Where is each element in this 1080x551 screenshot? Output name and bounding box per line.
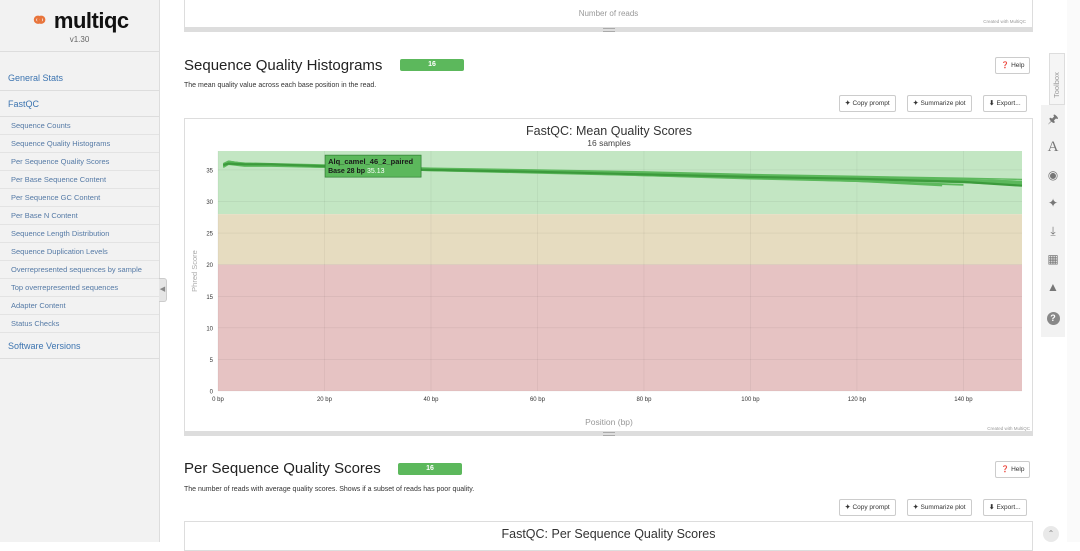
- sidebar-item-sequence-counts[interactable]: Sequence Counts: [0, 117, 159, 135]
- x-tick-label: 140 bp: [954, 397, 973, 403]
- scroll-to-top-button[interactable]: ⌃: [1043, 526, 1059, 542]
- sidebar-item-overrepresented-by-sample[interactable]: Overrepresented sequences by sample: [0, 261, 159, 279]
- tooltip-label: Base 28 bp: [328, 168, 365, 175]
- mean-quality-chart[interactable]: FastQC: Mean Quality Scores 16 samples 0…: [185, 119, 1034, 437]
- tooltip-value: 35.13: [367, 168, 385, 175]
- summarize-plot-button[interactable]: ✦ Summarize plot: [907, 95, 972, 112]
- band-warn: [218, 214, 1022, 265]
- question-badge: ?: [1046, 312, 1060, 325]
- question-icon[interactable]: ?: [1041, 305, 1065, 329]
- sidebar-item-general-stats[interactable]: General Stats: [0, 65, 159, 91]
- logo[interactable]: ⚭ multiqc v1.30: [0, 0, 159, 52]
- eye-icon[interactable]: ◉: [1047, 168, 1059, 182]
- y-tick-label: 25: [206, 232, 213, 238]
- page-scrollbar[interactable]: [1067, 0, 1080, 542]
- x-tick-label: 120 bp: [848, 397, 867, 403]
- chart-resize-handle[interactable]: [185, 431, 1032, 436]
- tooltip-value-line: Base 28 bp 35.13: [328, 168, 385, 175]
- chart-xlabel: Position (bp): [585, 417, 633, 427]
- download-icon: ⬇: [989, 504, 995, 511]
- toolbox-tab[interactable]: Toolbox: [1049, 53, 1065, 105]
- chart-title: FastQC: Mean Quality Scores: [526, 124, 692, 138]
- toolbox-label: Toolbox: [1052, 72, 1061, 98]
- main-content: Number of reads Created with MultiQC Seq…: [175, 0, 1045, 551]
- sidebar-item-top-overrepresented[interactable]: Top overrepresented sequences: [0, 279, 159, 297]
- y-tick-label: 10: [206, 326, 213, 332]
- save-icon[interactable]: ▦: [1047, 252, 1059, 266]
- x-tick-label: 60 bp: [530, 397, 546, 403]
- help-button-2[interactable]: ❓ Help: [995, 461, 1031, 478]
- x-tick-label: 20 bp: [317, 397, 333, 403]
- toolbox: 🖈 A ◉ ✦ ⤓ ▦ ▲ ?: [1041, 105, 1065, 337]
- sidebar-collapse-handle[interactable]: ◀: [159, 278, 167, 302]
- x-tick-label: 80 bp: [636, 397, 652, 403]
- tooltip-box: [324, 154, 422, 178]
- download-icon: ⬇: [989, 100, 995, 107]
- highlighted-series-line: [223, 162, 1023, 187]
- graduation-cap-icon[interactable]: ▲: [1047, 280, 1059, 294]
- sidebar-item-sequence-length-distribution[interactable]: Sequence Length Distribution: [0, 225, 159, 243]
- export-button-2[interactable]: ⬇ Export...: [983, 499, 1027, 516]
- per-sequence-quality-plot-frame: FastQC: Per Sequence Quality Scores: [184, 521, 1033, 551]
- chevron-left-icon: ◀: [159, 286, 166, 293]
- previous-plot-credit: Created with MultiQC: [983, 19, 1026, 24]
- x-tick-label: 40 bp: [423, 397, 439, 403]
- section-title-sequence-quality-histograms: Sequence Quality Histograms: [184, 57, 383, 74]
- sidebar-item-sequence-quality-histograms[interactable]: Sequence Quality Histograms: [0, 135, 159, 153]
- chart-tooltip: Alq_camel_46_2_paired Base 28 bp 35.13: [324, 154, 422, 178]
- brand-name: ⚭ multiqc: [30, 8, 129, 33]
- y-tick-label: 30: [206, 200, 213, 206]
- sidebar: ⚭ multiqc v1.30 General Stats FastQC Seq…: [0, 0, 160, 542]
- y-tick-label: 20: [206, 263, 213, 269]
- chart-ylabel: Phred Score: [190, 250, 199, 292]
- sidebar-item-per-sequence-gc-content[interactable]: Per Sequence GC Content: [0, 189, 159, 207]
- question-circle-icon: ❓: [1001, 466, 1010, 473]
- sidebar-item-per-sequence-quality-scores[interactable]: Per Sequence Quality Scores: [0, 153, 159, 171]
- tooltip-sample: Alq_camel_46_2_paired: [328, 157, 413, 166]
- copy-prompt-button-2[interactable]: ✦ Copy prompt: [839, 499, 896, 516]
- version-label: v1.30: [69, 35, 90, 44]
- sample-count-badge[interactable]: 16: [400, 59, 464, 71]
- y-tick-label: 15: [206, 295, 213, 301]
- sidebar-item-sequence-duplication-levels[interactable]: Sequence Duplication Levels: [0, 243, 159, 261]
- sparkle-icon: ✦: [913, 100, 919, 107]
- previous-plot-resize-handle[interactable]: [185, 27, 1032, 32]
- copy-prompt-button[interactable]: ✦ Copy prompt: [839, 95, 896, 112]
- download-icon[interactable]: ⤓: [1050, 224, 1056, 238]
- font-icon[interactable]: A: [1047, 139, 1059, 155]
- section-description: The mean quality value across each base …: [184, 82, 377, 89]
- x-tick-label: 0 bp: [212, 397, 224, 403]
- chart-credit: Created with MultiQC: [987, 426, 1031, 431]
- sidebar-item-fastqc[interactable]: FastQC: [0, 91, 159, 117]
- sidebar-item-software-versions[interactable]: Software Versions: [0, 333, 159, 359]
- mean-quality-plot-frame: FastQC: Mean Quality Scores 16 samples 0…: [184, 118, 1033, 436]
- sample-count-badge-2[interactable]: 16: [398, 463, 462, 475]
- export-button[interactable]: ⬇ Export...: [983, 95, 1027, 112]
- sparkle-icon: ✦: [845, 504, 851, 511]
- y-tick-label: 35: [206, 168, 213, 174]
- help-button[interactable]: ❓ Help: [995, 57, 1031, 74]
- x-tick-label: 100 bp: [741, 397, 760, 403]
- question-circle-icon: ❓: [1001, 62, 1010, 69]
- sidebar-item-per-base-n-content[interactable]: Per Base N Content: [0, 207, 159, 225]
- pin-icon[interactable]: 🖈: [1047, 112, 1059, 126]
- section-title-per-sequence-quality-scores: Per Sequence Quality Scores: [184, 460, 381, 477]
- previous-plot-xlabel: Number of reads: [578, 9, 639, 18]
- y-tick-label: 0: [210, 390, 214, 396]
- sparkle-icon: ✦: [845, 100, 851, 107]
- y-tick-label: 5: [210, 358, 214, 364]
- chart-subtitle: 16 samples: [587, 138, 630, 148]
- chevron-up-icon: ⌃: [1047, 529, 1055, 538]
- sidebar-item-per-base-sequence-content[interactable]: Per Base Sequence Content: [0, 171, 159, 189]
- section-description-2: The number of reads with average quality…: [184, 486, 475, 493]
- multiqc-logo-icon: ⚭: [30, 8, 54, 33]
- band-fail: [218, 264, 1022, 391]
- chart-title-2: FastQC: Per Sequence Quality Scores: [501, 527, 716, 541]
- previous-plot: Number of reads Created with MultiQC: [184, 0, 1033, 32]
- sidebar-item-adapter-content[interactable]: Adapter Content: [0, 297, 159, 315]
- sidebar-item-status-checks[interactable]: Status Checks: [0, 315, 159, 333]
- magic-icon[interactable]: ✦: [1047, 196, 1059, 210]
- summarize-plot-button-2[interactable]: ✦ Summarize plot: [907, 499, 972, 516]
- sparkle-icon: ✦: [913, 504, 919, 511]
